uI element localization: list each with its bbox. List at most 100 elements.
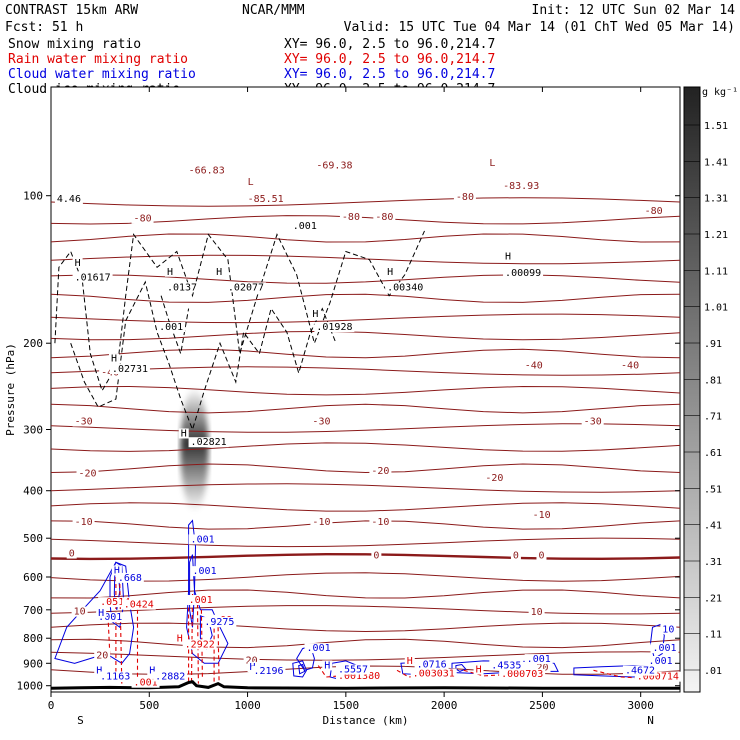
isotherm-label-bg	[369, 517, 392, 528]
ice-label: .01928	[316, 322, 352, 333]
isotherm-zero	[50, 552, 681, 561]
isotherm-label-bg	[310, 517, 333, 528]
isotherm-line	[50, 403, 681, 414]
isotherm-label: -85.51	[248, 194, 284, 205]
isotherm-line	[50, 537, 681, 548]
rain-label-bg	[404, 655, 415, 666]
isotherm-label: 20	[537, 662, 549, 673]
isotherm-line	[50, 442, 681, 452]
isotherm-label: 20	[96, 651, 108, 662]
colorbar-tick-label: .51	[704, 484, 722, 495]
cloud-water-label: .1163	[100, 671, 130, 682]
isotherm-label: -30	[312, 416, 330, 427]
ice-label: .001	[159, 322, 183, 333]
isotherm-label: -20	[79, 468, 97, 479]
cloud-water-label: .2196	[253, 666, 283, 677]
isotherm-line	[50, 638, 681, 649]
colorbar-tick-label: 1.51	[704, 121, 728, 132]
ice-label-bg	[72, 257, 83, 268]
forecast-hour: Fcst: 51 h	[5, 20, 83, 35]
isotherm-label: 0	[538, 550, 544, 561]
rain-label-bg	[335, 671, 382, 682]
cloud-water-contour	[292, 660, 308, 678]
cloud-water-label: H	[149, 666, 155, 677]
ice-label-bg	[385, 266, 396, 277]
isotherm-label: -80	[342, 212, 360, 223]
isotherm-label: -80	[645, 206, 663, 217]
field-name-1: Snow mixing ratio	[8, 37, 141, 52]
isotherm-label-bg	[371, 550, 382, 561]
ice-label: .02821	[191, 437, 227, 448]
isotherm-label: -40	[525, 360, 543, 371]
isotherm-line	[50, 605, 681, 615]
isotherm-label-bg	[642, 206, 665, 217]
cloud-water-label-bg	[202, 617, 237, 628]
rain-label-bg	[121, 599, 156, 610]
isotherm-label-bg	[245, 193, 286, 204]
cloud-water-label-bg	[188, 534, 217, 545]
y-axis-label: Pressure (hPa)	[4, 343, 17, 436]
isotherm-line	[50, 233, 681, 243]
rain-label: H	[476, 665, 482, 676]
isotherm-label-bg	[453, 191, 476, 202]
cloud-water-label-bg	[251, 665, 286, 676]
isotherm-line	[50, 254, 681, 265]
isotherm-label-bg	[373, 211, 396, 222]
isotherm-label: -80	[456, 192, 474, 203]
cloud-water-label-bg	[646, 655, 675, 666]
rain-label: .000714	[637, 672, 679, 683]
isotherm-line	[50, 589, 681, 599]
rain-label-bg	[473, 664, 484, 675]
ice-label-bg	[164, 282, 199, 293]
field-xy-1: XY= 96.0, 2.5 to 96.0,214.7	[284, 37, 495, 52]
x-tick-label: 2000	[431, 699, 458, 712]
x-tick-label: 3000	[627, 699, 654, 712]
field-name-3: Cloud water mixing ratio	[8, 67, 196, 82]
ice-label: .001	[293, 221, 317, 232]
cloud-water-label: .001	[98, 612, 122, 623]
isotherm-label-bg	[534, 662, 551, 673]
x-tick-label: 1500	[333, 699, 360, 712]
isotherm-label-bg	[530, 510, 553, 521]
isotherm-line	[50, 572, 681, 582]
ice-label: 4.46	[57, 194, 81, 205]
cloud-water-label-bg	[96, 612, 125, 623]
colorbar-tick-label: .61	[704, 448, 722, 459]
rain-contour	[217, 627, 220, 684]
y-tick-label: 200	[23, 337, 43, 350]
ice-label-bg	[178, 428, 189, 439]
ice-label-bg	[214, 266, 225, 277]
isotherm-label-bg	[310, 416, 333, 427]
x-tick-label: 1000	[234, 699, 261, 712]
cloud-water-label: H	[98, 608, 104, 619]
rain-label: .0424	[124, 600, 154, 611]
rain-label-bg	[410, 668, 457, 679]
y-tick-label: 500	[23, 532, 43, 545]
ice-label: .01617	[75, 273, 111, 284]
ice-label-bg	[290, 221, 319, 232]
y-tick-label: 100	[23, 190, 43, 203]
isotherm-label-bg	[619, 360, 642, 371]
isotherm-label-bg	[510, 550, 521, 561]
isotherm-line	[50, 215, 681, 225]
isotherm-label-bg	[66, 548, 77, 559]
cloud-water-label: .001	[307, 643, 331, 654]
rain-label: H	[177, 634, 183, 645]
ice-label: .00099	[505, 268, 541, 279]
field-xy-2: XY= 96.0, 2.5 to 96.0,214.7	[284, 52, 495, 67]
cloud-water-label-bg	[622, 665, 657, 676]
isotherm-label: 0	[69, 549, 75, 560]
rain-contour	[190, 593, 194, 684]
ice-label: H	[387, 267, 393, 278]
rain-label: .001380	[338, 671, 380, 682]
colorbar-tick-label: .91	[704, 339, 722, 350]
isotherm-line	[50, 520, 681, 530]
cloud-water-label: H	[114, 565, 120, 576]
x-tick-label: 0	[48, 699, 55, 712]
isotherm-label-bg	[76, 468, 99, 479]
isotherm-label-bg	[131, 213, 154, 224]
cloud-water-label: .001	[652, 643, 676, 654]
isotherm-label: -20	[485, 473, 503, 484]
ice-label: H	[167, 267, 173, 278]
rain-label-bg	[131, 677, 160, 688]
